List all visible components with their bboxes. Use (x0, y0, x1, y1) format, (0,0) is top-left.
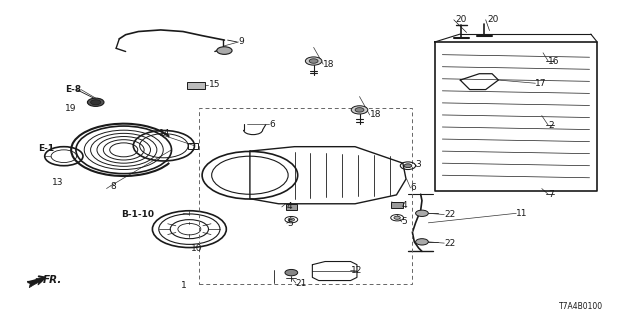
Text: E-8: E-8 (65, 85, 81, 94)
Circle shape (404, 164, 412, 168)
Text: 18: 18 (323, 60, 335, 69)
Bar (392, 202, 403, 208)
Circle shape (217, 47, 232, 54)
Text: 2: 2 (548, 121, 554, 130)
Text: 3: 3 (415, 160, 421, 169)
Text: 22: 22 (444, 210, 456, 219)
Text: 17: 17 (536, 79, 547, 88)
Text: 20: 20 (487, 15, 499, 24)
Text: 20: 20 (455, 15, 467, 24)
Text: 1: 1 (181, 281, 187, 290)
Text: 22: 22 (444, 239, 456, 248)
Text: 18: 18 (370, 110, 381, 119)
Bar (199, 108, 412, 284)
Text: 13: 13 (52, 178, 64, 187)
Text: 15: 15 (209, 80, 220, 89)
Text: E-1: E-1 (38, 144, 54, 153)
Text: 6: 6 (410, 183, 416, 192)
Text: B-1-10: B-1-10 (121, 210, 154, 219)
Circle shape (355, 108, 364, 112)
Circle shape (88, 98, 104, 106)
Text: 19: 19 (65, 104, 77, 113)
Text: 7: 7 (548, 190, 554, 199)
Text: 9: 9 (239, 37, 244, 46)
Text: 21: 21 (296, 279, 307, 288)
Text: 8: 8 (110, 181, 116, 190)
Text: FR.: FR. (43, 275, 62, 285)
Text: 5: 5 (401, 217, 407, 226)
Text: 12: 12 (351, 266, 362, 275)
Circle shape (305, 57, 322, 65)
Circle shape (394, 216, 400, 219)
Bar (188, 82, 205, 89)
Text: 14: 14 (159, 130, 171, 139)
Circle shape (285, 269, 298, 276)
Circle shape (351, 106, 368, 114)
Circle shape (415, 239, 428, 245)
Text: 5: 5 (287, 219, 292, 228)
Text: 4: 4 (401, 201, 407, 210)
Text: 16: 16 (548, 57, 559, 66)
Text: 11: 11 (516, 209, 528, 218)
Circle shape (288, 218, 294, 221)
Text: 4: 4 (287, 203, 292, 212)
Text: T7A4B0100: T7A4B0100 (559, 302, 604, 311)
Text: 10: 10 (191, 244, 203, 253)
Circle shape (415, 210, 428, 216)
Circle shape (91, 100, 100, 105)
Bar (285, 204, 297, 210)
Bar (188, 142, 198, 149)
Text: 6: 6 (269, 120, 275, 129)
Circle shape (309, 59, 318, 63)
